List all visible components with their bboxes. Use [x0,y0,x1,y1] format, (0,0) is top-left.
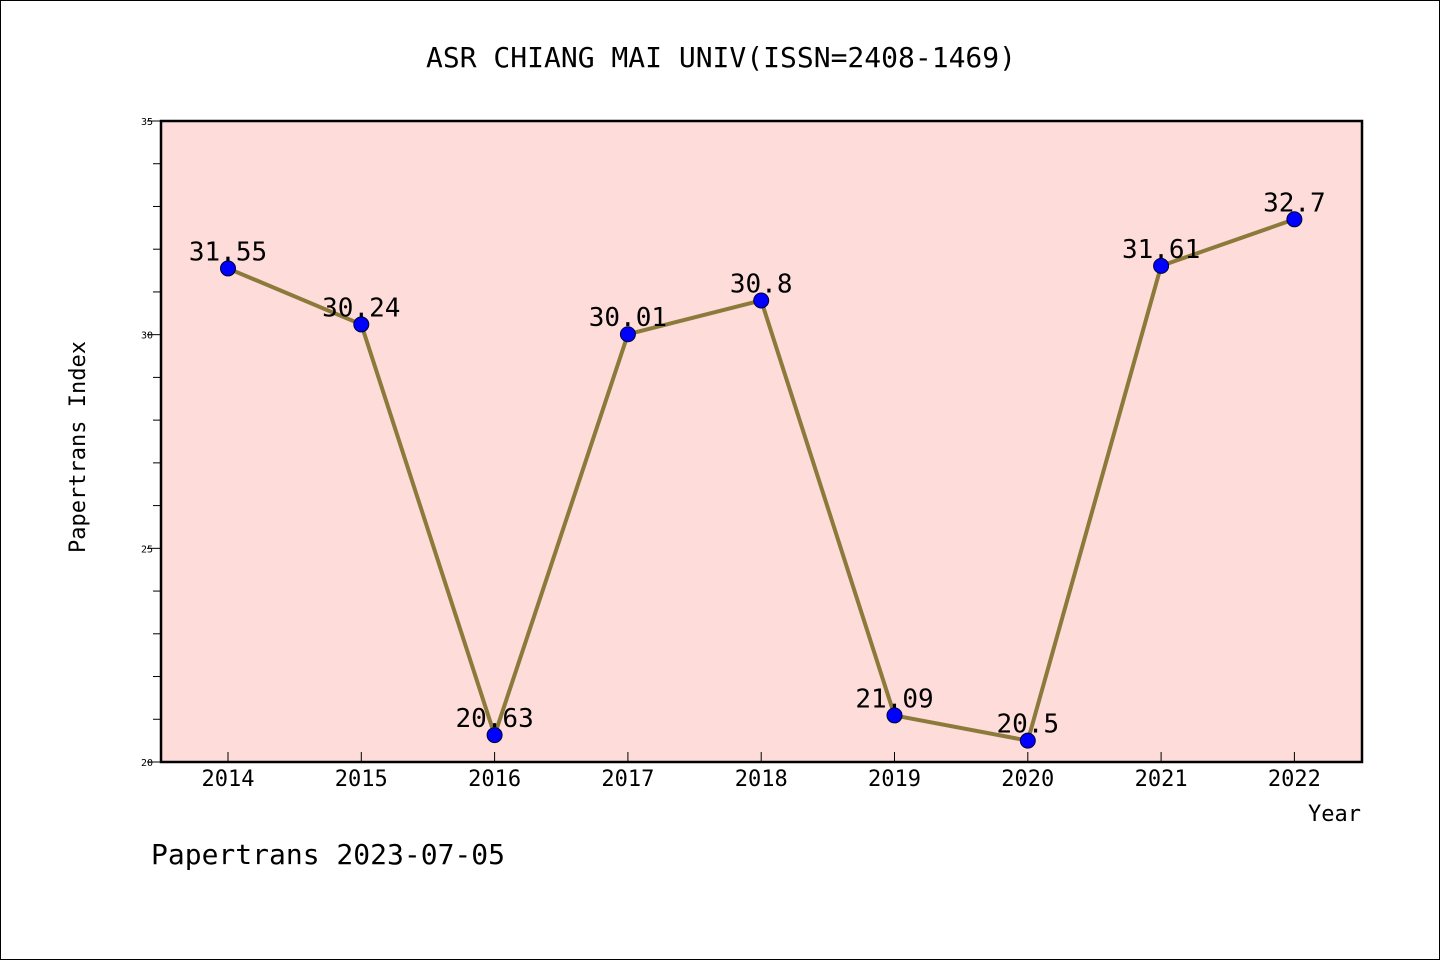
data-point [353,316,370,333]
y-tick-label: 35 [141,117,153,128]
x-axis-label: Year [1308,802,1361,827]
data-labels: 31.55 30.24 20.63 30.01 30.8 21.09 20.5 31.61 32… [189,188,1326,739]
x-tick-label: 2019 [868,767,921,792]
x-tick-label: 2018 [735,767,788,792]
x-axis: 2014 2015 2016 2017 2018 2019 2020 2021 2022 [202,752,1321,792]
data-point [619,326,636,343]
data-label: 21.09 [855,684,933,714]
y-tick-label: 20 [141,758,153,769]
x-tick-label: 2017 [601,767,654,792]
y-tick-label: 30 [141,331,153,342]
y-tick-label: 25 [141,544,153,555]
data-point [220,260,236,277]
data-label: 31.55 [189,237,267,267]
x-tick-label: 2016 [468,767,521,792]
x-tick-label: 2021 [1135,767,1188,792]
footer-date: Papertrans 2023-07-05 [151,838,505,871]
chart-title: ASR CHIANG MAI UNIV(ISSN=2408-1469) [426,41,1016,74]
data-point [486,727,503,744]
x-tick-label: 2022 [1268,767,1321,792]
data-point [1153,257,1170,274]
data-label: 32.7 [1263,188,1326,218]
x-tick-label: 2020 [1001,767,1054,792]
data-point [1019,732,1036,749]
x-tick-label: 2015 [335,767,388,792]
data-label: 30.01 [589,303,667,333]
data-label: 20.5 [996,710,1059,740]
x-tick-label: 2014 [202,767,255,792]
data-point [886,707,903,724]
data-point [753,292,770,309]
data-label: 30.24 [322,293,400,323]
series-line [220,211,1303,749]
y-axis-label: Papertrans Index [66,341,91,553]
data-label: 30.8 [730,269,793,299]
y-axis: 20 25 30 35 [141,117,161,769]
data-label: 31.61 [1122,235,1200,265]
plot-area [159,119,1364,764]
data-label: 20.63 [455,704,533,734]
data-point [1286,211,1303,228]
